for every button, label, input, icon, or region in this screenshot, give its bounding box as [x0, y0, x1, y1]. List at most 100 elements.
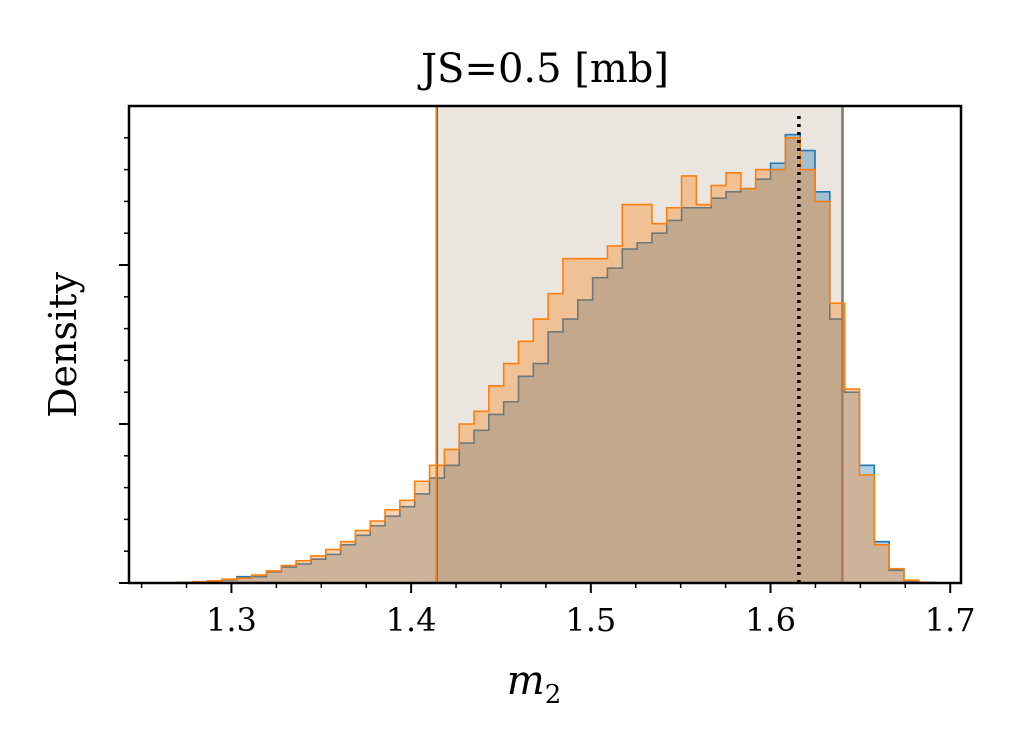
x-axis-label-subscript: 2 [545, 680, 562, 710]
histogram-bar [370, 525, 386, 583]
histogram-bar [711, 198, 727, 583]
histogram-bar [607, 245, 623, 584]
histogram-bar [637, 204, 652, 583]
credible-interval-shade [436, 106, 844, 583]
histogram-bar [236, 578, 252, 583]
histogram-bar [666, 220, 682, 584]
histogram-bar [844, 392, 860, 583]
histogram-bar [533, 363, 549, 583]
histogram-bar [429, 465, 445, 583]
histogram-bar [637, 242, 652, 584]
histogram-bar [740, 188, 756, 583]
histogram-bar [251, 576, 267, 583]
histogram-bar [785, 134, 801, 583]
histogram-bar [503, 363, 519, 583]
histogram-bar [800, 169, 815, 583]
histogram-bar [829, 303, 845, 583]
histogram-bar [281, 565, 297, 583]
histogram-bar [533, 319, 549, 583]
histogram-bar [681, 207, 697, 583]
histogram-bar [310, 555, 326, 583]
histogram-bar [562, 258, 578, 583]
histogram-bar [503, 401, 519, 583]
histogram-bar [859, 474, 875, 583]
histogram-bar [459, 443, 475, 583]
histogram-bar [622, 249, 638, 583]
histogram-bar [340, 541, 356, 583]
histogram-bar [577, 299, 593, 583]
histogram-bar [310, 559, 326, 583]
histogram-bar [681, 175, 697, 583]
y-axis-label: Density [41, 272, 85, 418]
histogram-bar [296, 560, 311, 583]
histogram-series-1 [176, 106, 935, 584]
histogram-bar [251, 575, 267, 583]
histogram-bar [236, 576, 252, 583]
x-tick-label: 1.6 [745, 601, 796, 639]
histogram-bar [755, 169, 771, 583]
histogram-bar [889, 570, 904, 583]
histogram-bar [355, 535, 371, 583]
x-axis-label-main: m [507, 658, 545, 704]
histogram-bar [829, 319, 845, 583]
histogram-bar [385, 516, 400, 583]
histogram-bar [622, 204, 638, 583]
histogram-bar [474, 430, 489, 583]
plot-area: 1.3 1.4 1.5 1.6 1.7 [119, 104, 976, 639]
histogram-bar [444, 465, 460, 583]
histogram-bar [340, 544, 356, 583]
histogram-outline [176, 137, 935, 584]
histogram-bar [696, 204, 712, 583]
x-axis-label: m2 [507, 658, 561, 710]
histogram-bar [711, 185, 727, 583]
histogram-bar [592, 277, 608, 583]
histogram-bar [266, 571, 282, 583]
histogram-bar [414, 481, 430, 583]
chart-title: JS=0.5 [mb] [417, 46, 669, 92]
histogram-bar [651, 233, 667, 583]
histogram-bar [903, 580, 919, 583]
histogram-bar [296, 563, 311, 583]
histogram-bar [414, 493, 430, 583]
x-tick-label: 1.7 [925, 601, 976, 639]
histogram-bar [548, 331, 563, 583]
histogram-bar [814, 191, 830, 584]
histogram-bar [696, 207, 712, 583]
histogram-bar [281, 567, 297, 583]
histogram-bar [355, 530, 371, 583]
histogram-bar [562, 319, 578, 583]
histogram-bar [444, 449, 460, 583]
histogram-bar [370, 520, 386, 583]
histogram-bar [488, 385, 504, 583]
x-tick-label: 1.5 [565, 601, 616, 639]
histogram-bar [785, 137, 801, 584]
histogram-bar [221, 579, 237, 583]
x-tick-label: 1.3 [206, 601, 257, 639]
histogram-bar [770, 163, 786, 584]
x-tick-label: 1.4 [386, 601, 437, 639]
histogram-bar [607, 268, 623, 583]
histogram-bar [814, 201, 830, 583]
histogram-bar [548, 293, 563, 583]
histogram-bar [770, 169, 786, 583]
histogram-series-2 [176, 106, 935, 584]
histogram-bar [755, 179, 771, 583]
histogram-bar [726, 191, 741, 584]
axes-frame [127, 104, 963, 585]
histogram-bar [488, 414, 504, 583]
histogram-bar [726, 172, 741, 583]
histogram-bar [474, 411, 489, 583]
histogram-bar [800, 150, 815, 583]
histogram-bar [266, 570, 282, 583]
histogram-bar [844, 389, 860, 583]
histogram-bar [740, 188, 756, 583]
histogram-bar [874, 541, 890, 583]
histogram-bar [889, 568, 904, 583]
histogram-bar [385, 509, 400, 583]
histogram-bar [666, 207, 682, 583]
histogram-bar [221, 579, 237, 583]
histogram-bar [325, 554, 341, 583]
histogram-bar [592, 258, 608, 583]
histogram-bar [518, 376, 534, 583]
